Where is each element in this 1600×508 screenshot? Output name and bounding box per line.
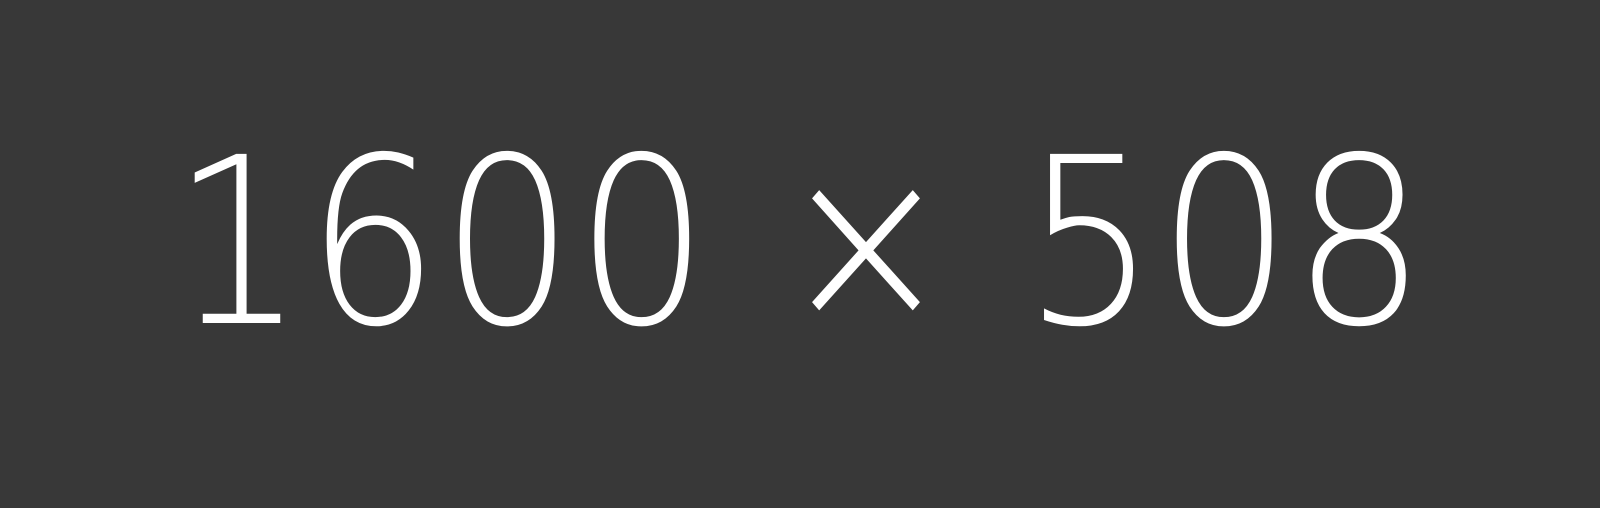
dimensions-label: 1600 × 508	[172, 108, 1428, 378]
